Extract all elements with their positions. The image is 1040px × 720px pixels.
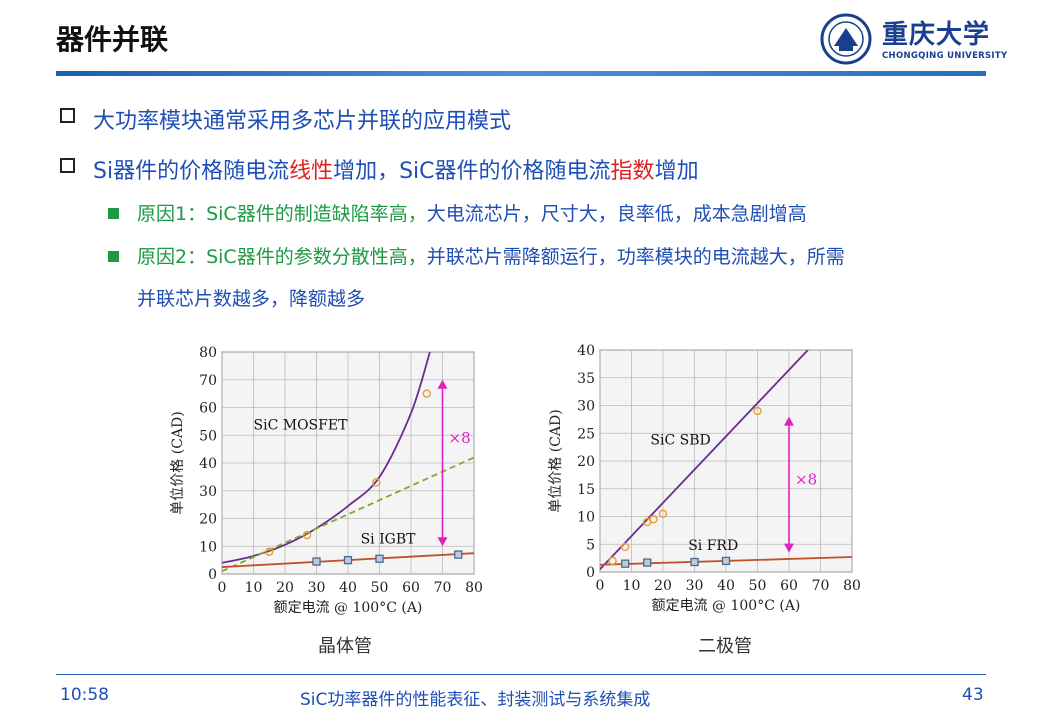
x-tick-label: 20 [654, 578, 672, 594]
y-tick-label: 20 [199, 512, 217, 528]
data-point [753, 406, 762, 416]
x-tick-label: 60 [780, 578, 798, 594]
reason-2-text-cont: 并联芯片数越多，降额越多 [137, 288, 366, 310]
x-tick-label: 10 [245, 580, 263, 596]
arrow-head-up [784, 416, 794, 426]
y-axis-label: 单位价格 (CAD) [548, 409, 564, 512]
bullet-2-text: Si器件的价格随电流线性增加，SiC器件的价格随电流指数增加 [93, 159, 699, 184]
x-tick-label: 70 [812, 578, 830, 594]
reason-2: 原因2：SiC器件的参数分散性高，并联芯片需降额运行，功率模块的电流越大，所需并… [108, 236, 988, 320]
x-tick-label: 30 [686, 578, 704, 594]
data-point [302, 530, 312, 540]
reason-1-label: 原因1：SiC器件的制造缺陷率高， [137, 203, 427, 225]
series-label: Si IGBT [361, 531, 417, 547]
data-point [649, 515, 658, 524]
checkbox-bullet-icon [60, 108, 75, 123]
x-tick-label: 20 [276, 580, 294, 596]
series-label: Si FRD [688, 538, 738, 554]
y-tick-label: 30 [199, 484, 217, 500]
x-axis-label: 额定电流 @ 100°C (A) [274, 600, 423, 616]
y-tick-label: 10 [199, 539, 217, 555]
reason-1-text: 大电流芯片，尺寸大，良率低，成本急剧增高 [426, 203, 807, 225]
x-tick-label: 70 [434, 580, 452, 596]
series-line-sic-mosfet [222, 352, 431, 564]
y-tick-label: 5 [586, 537, 595, 553]
data-point [312, 557, 321, 566]
footer-divider [56, 674, 986, 675]
reason-2-text: 并联芯片需降额运行，功率模块的电流越大，所需 [426, 246, 845, 268]
series-line-series [222, 456, 474, 573]
square-bullet-icon [108, 208, 119, 219]
y-tick-label: 0 [208, 567, 217, 583]
y-tick-label: 50 [199, 428, 217, 444]
title-divider [56, 71, 986, 76]
x-tick-label: 80 [843, 578, 861, 594]
y-tick-label: 70 [199, 373, 217, 389]
arrow-head-down [784, 543, 794, 553]
x-tick-label: 50 [749, 578, 767, 594]
y-tick-label: 20 [577, 454, 595, 470]
data-point [658, 509, 668, 518]
annotation-label: ×8 [449, 429, 471, 447]
data-point [372, 478, 381, 487]
y-tick-label: 80 [199, 345, 217, 361]
data-point [690, 557, 699, 567]
highlight-linear: 线性 [289, 159, 334, 184]
footer-course-title: SiC功率器件的性能表征、封装测试与系统集成 [300, 690, 651, 710]
series-label: SiC MOSFET [254, 418, 349, 434]
y-tick-label: 40 [577, 343, 595, 359]
data-point [343, 555, 353, 565]
x-tick-label: 0 [218, 580, 227, 596]
chart-2-caption: 二极管 [698, 636, 752, 657]
data-point [454, 550, 463, 559]
bullet-1-text: 大功率模块通常采用多芯片并联的应用模式 [93, 109, 512, 134]
data-point [621, 559, 630, 568]
y-tick-label: 25 [577, 426, 595, 442]
x-axis-label: 额定电流 @ 100°C (A) [652, 598, 801, 614]
bullet-2: Si器件的价格随电流线性增加，SiC器件的价格随电流指数增加 [60, 153, 699, 185]
data-point [375, 554, 384, 563]
y-tick-label: 35 [577, 371, 595, 387]
x-tick-label: 40 [339, 580, 357, 596]
y-tick-label: 15 [577, 482, 595, 498]
highlight-exponential: 指数 [610, 159, 655, 184]
chart-1-caption: 晶体管 [318, 636, 372, 657]
logo-text: 重庆大学 [882, 20, 991, 50]
y-tick-label: 40 [199, 456, 217, 472]
checkbox-bullet-icon [60, 158, 75, 173]
series-label: SiC SBD [650, 432, 710, 448]
x-tick-label: 40 [717, 578, 735, 594]
footer-page-number: 43 [962, 685, 984, 705]
x-tick-label: 50 [371, 580, 389, 596]
x-tick-label: 10 [623, 578, 641, 594]
data-point [422, 389, 431, 398]
y-tick-label: 60 [199, 401, 217, 417]
university-logo [820, 13, 872, 65]
x-tick-label: 60 [402, 580, 420, 596]
data-point [608, 556, 617, 566]
logo-subtitle: CHONGQING UNIVERSITY [882, 51, 1008, 61]
data-point [620, 542, 630, 552]
y-tick-label: 30 [577, 399, 595, 415]
series-line-sic-sbd [600, 350, 809, 570]
reason-2-label: 原因2：SiC器件的参数分散性高， [137, 246, 427, 268]
reason-1: 原因1：SiC器件的制造缺陷率高，大电流芯片，尺寸大，良率低，成本急剧增高 [108, 193, 807, 235]
square-bullet-icon [108, 251, 119, 262]
y-tick-label: 0 [586, 565, 595, 581]
y-axis-label: 单位价格 (CAD) [170, 411, 186, 514]
arrow-head-up [437, 379, 448, 389]
x-tick-label: 80 [465, 580, 483, 596]
footer-time: 10:58 [60, 685, 109, 705]
page-title: 器件并联 [56, 23, 169, 56]
data-point [265, 547, 274, 557]
bullet-1: 大功率模块通常采用多芯片并联的应用模式 [60, 103, 511, 135]
y-tick-label: 10 [577, 510, 595, 526]
annotation-label: ×8 [795, 471, 817, 489]
x-tick-label: 0 [596, 578, 605, 594]
x-tick-label: 30 [308, 580, 326, 596]
data-point [721, 556, 731, 566]
data-point [643, 558, 652, 567]
arrow-head-down [437, 537, 448, 547]
